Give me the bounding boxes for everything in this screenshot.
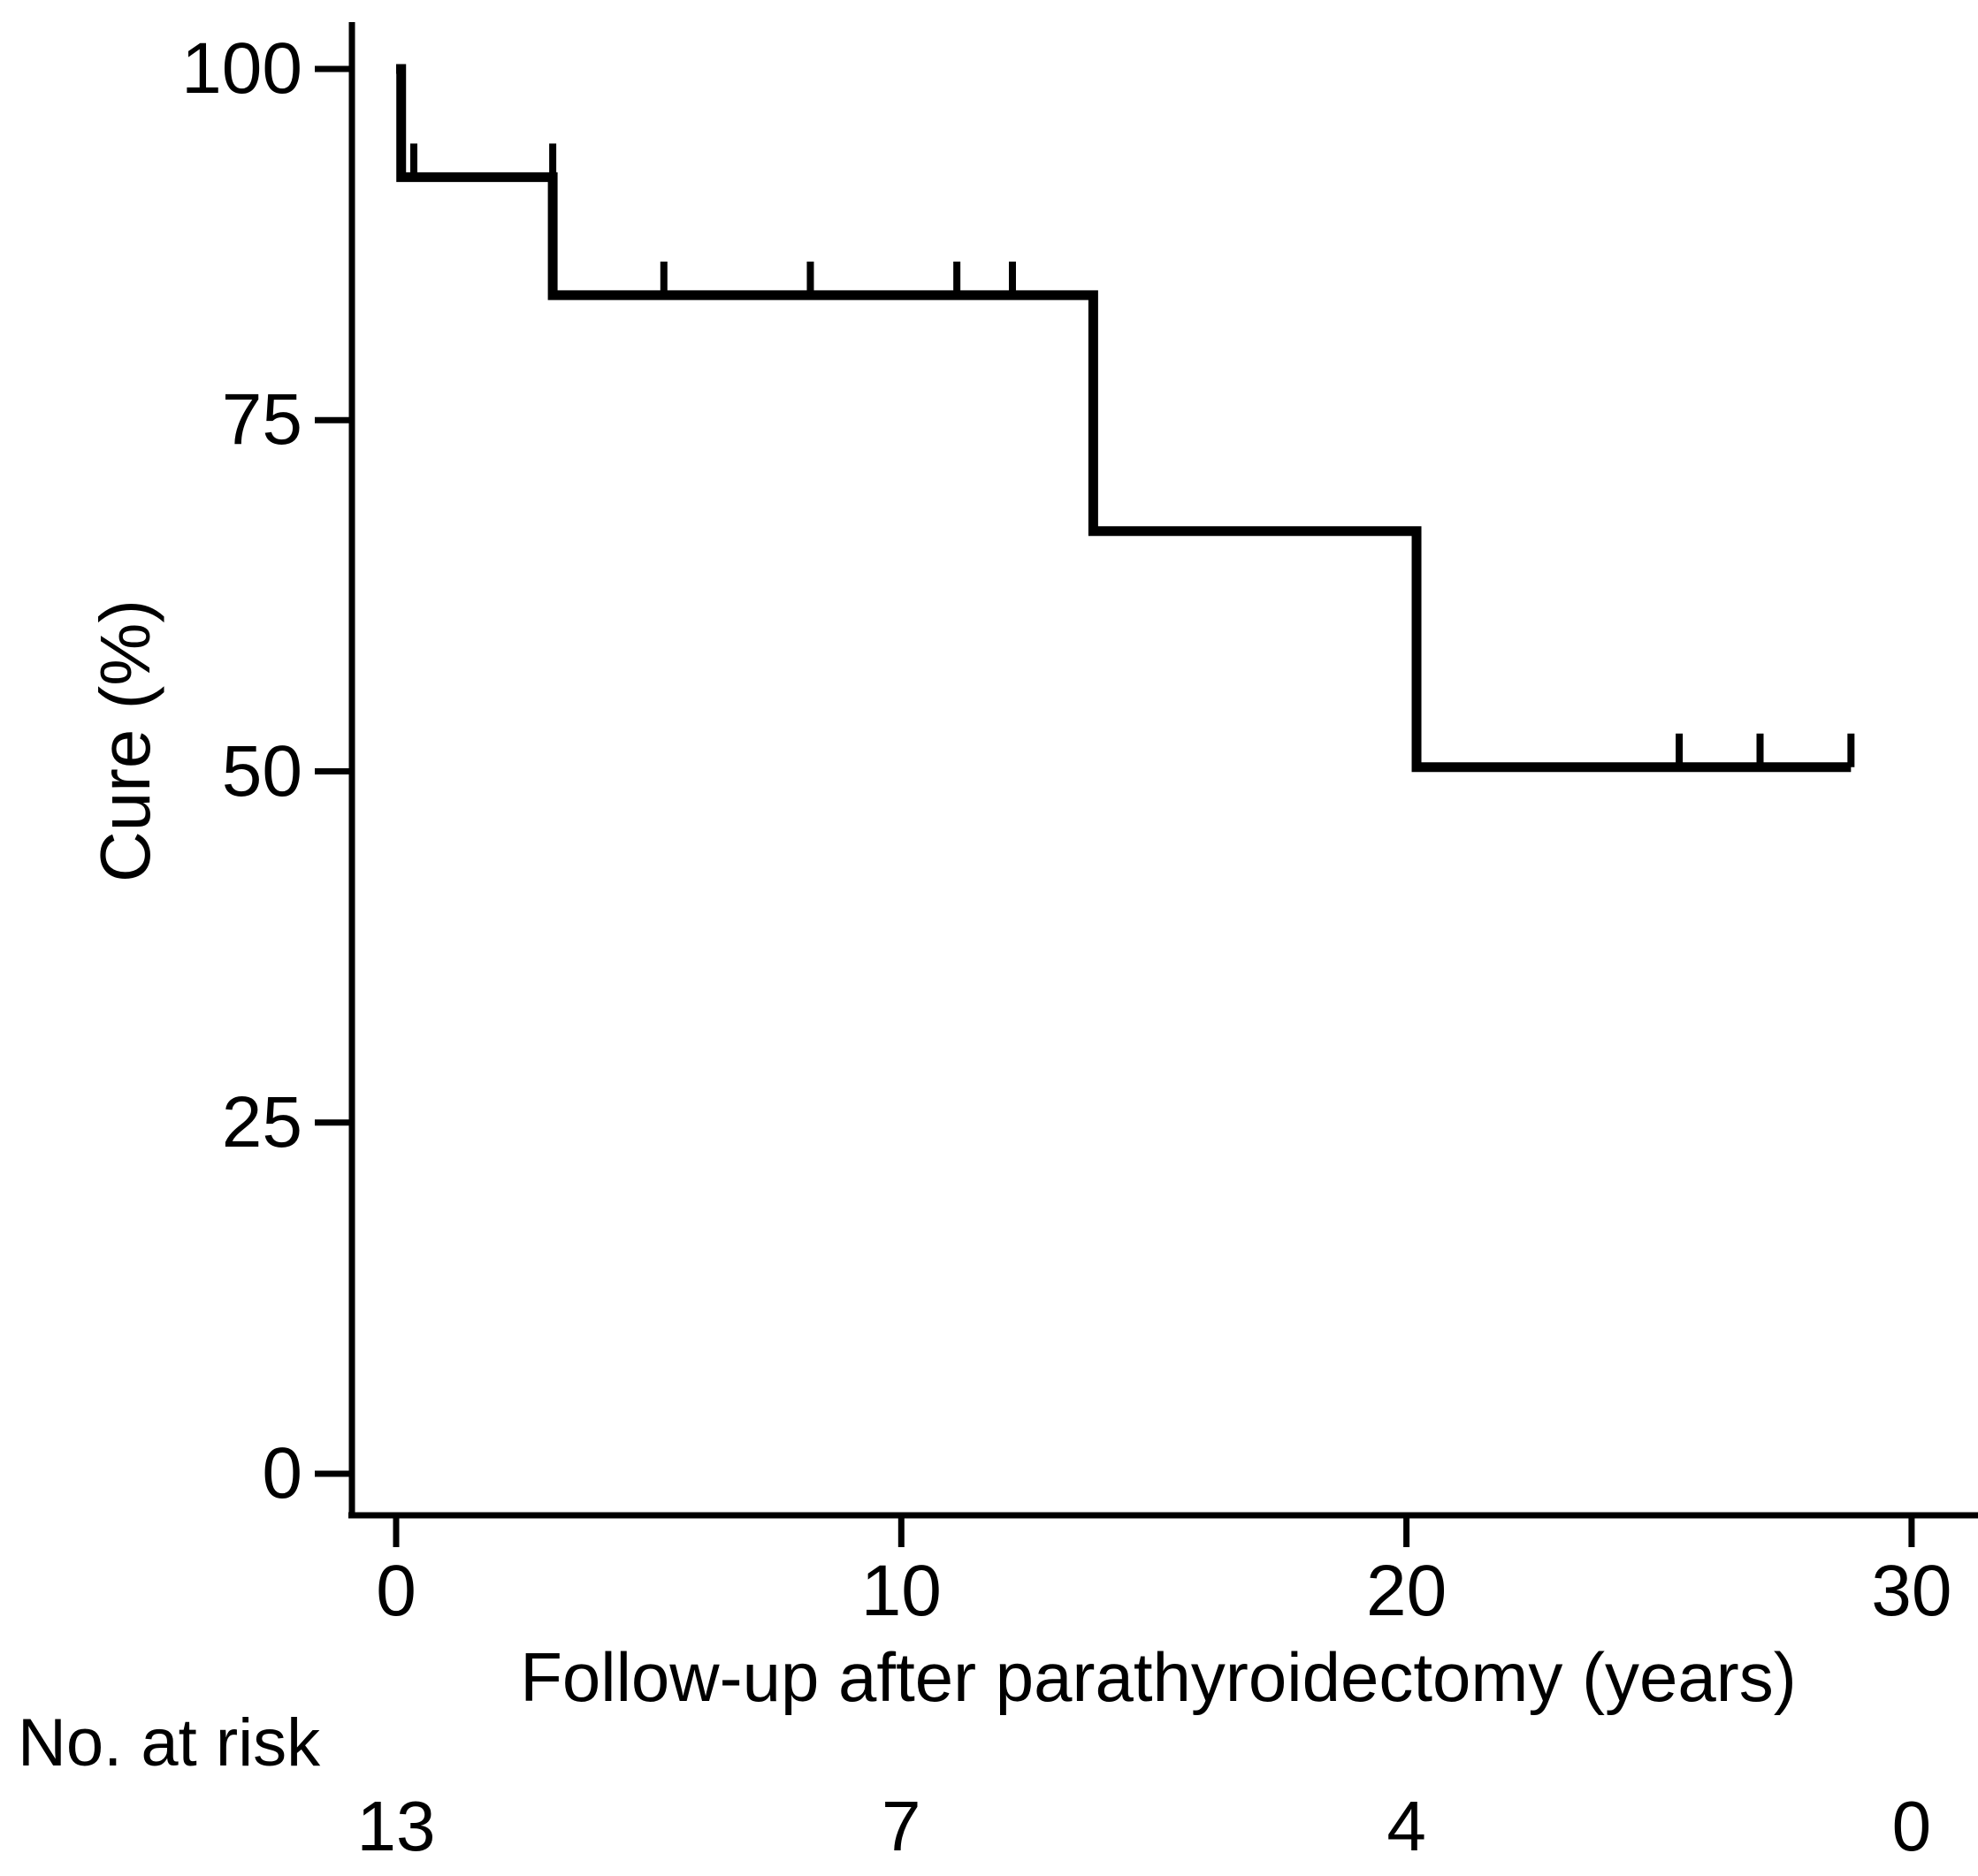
y-axis-title: Cure (%) [86,599,164,883]
risk-count: 4 [1386,1787,1426,1865]
risk-count: 0 [1891,1787,1932,1865]
y-tick-label: 100 [181,28,302,109]
y-tick-label: 50 [221,730,302,812]
x-tick-label: 30 [1871,1551,1952,1631]
x-tick-label: 20 [1365,1551,1447,1631]
km-curve [396,64,1852,773]
risk-count: 7 [882,1787,921,1865]
x-tick-label: 0 [376,1551,416,1631]
risk-table-label: No. at risk [18,1705,321,1781]
y-tick-label: 0 [262,1433,302,1514]
y-tick-label: 75 [221,379,302,461]
x-tick-label: 10 [860,1551,942,1631]
x-axis-title: Follow-up after parathyroidectomy (years… [520,1638,1797,1716]
risk-count: 13 [356,1787,436,1865]
y-tick-label: 25 [221,1081,302,1163]
